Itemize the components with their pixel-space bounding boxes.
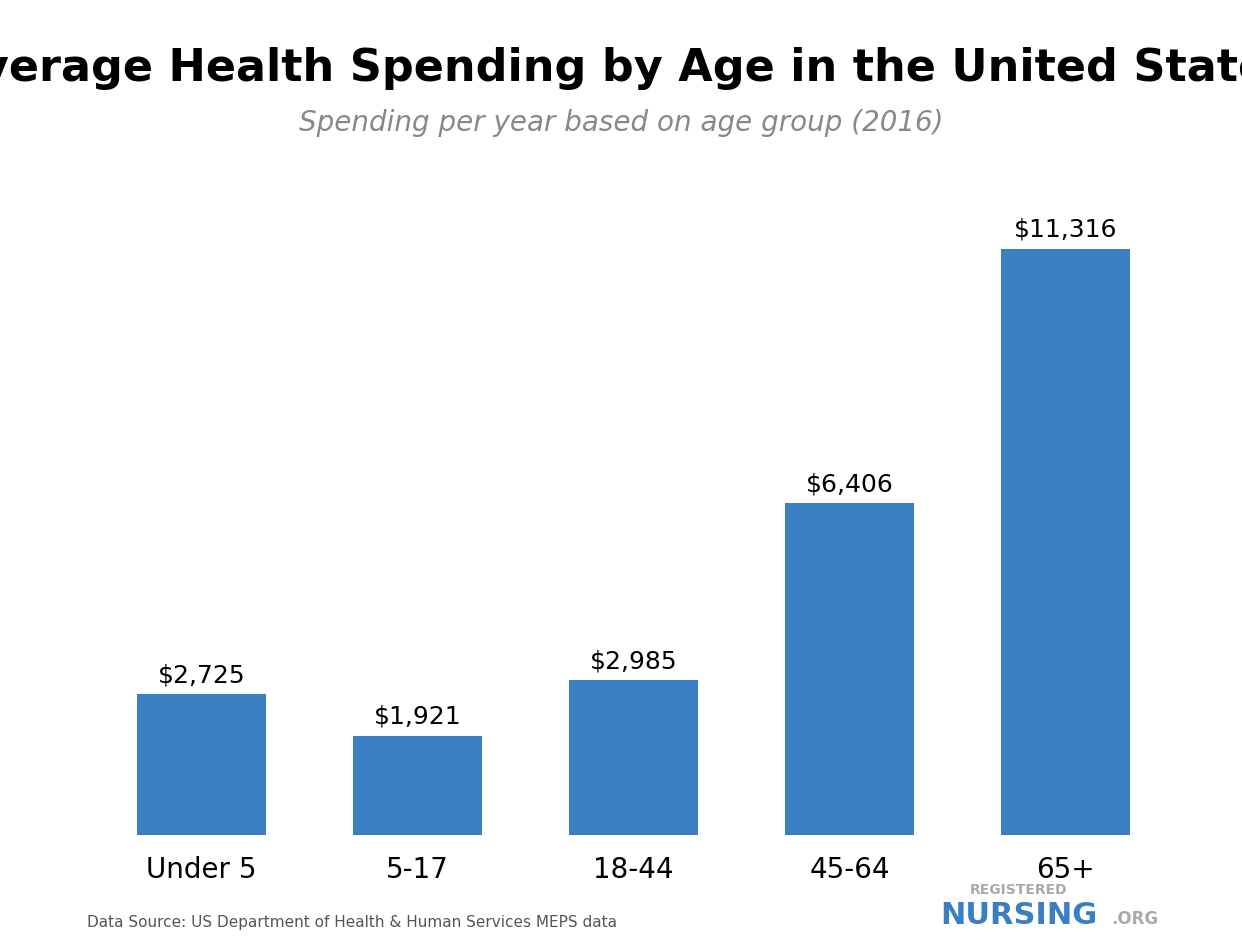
- Text: $1,921: $1,921: [374, 705, 461, 729]
- Text: $11,316: $11,316: [1013, 218, 1117, 242]
- Text: Average Health Spending by Age in the United States: Average Health Spending by Age in the Un…: [0, 47, 1242, 90]
- Bar: [1001, 249, 1130, 835]
- Text: Spending per year based on age group (2016): Spending per year based on age group (20…: [299, 109, 943, 138]
- Text: $2,985: $2,985: [590, 650, 677, 674]
- Text: REGISTERED: REGISTERED: [970, 883, 1067, 897]
- Text: Data Source: US Department of Health & Human Services MEPS data: Data Source: US Department of Health & H…: [87, 915, 617, 930]
- Bar: [785, 503, 914, 835]
- Text: NURSING: NURSING: [940, 901, 1097, 930]
- Text: $2,725: $2,725: [158, 663, 245, 687]
- Bar: [569, 680, 698, 835]
- Text: $6,406: $6,406: [806, 473, 893, 496]
- Bar: [137, 694, 266, 835]
- Bar: [353, 735, 482, 835]
- Text: .ORG: .ORG: [1112, 910, 1159, 928]
